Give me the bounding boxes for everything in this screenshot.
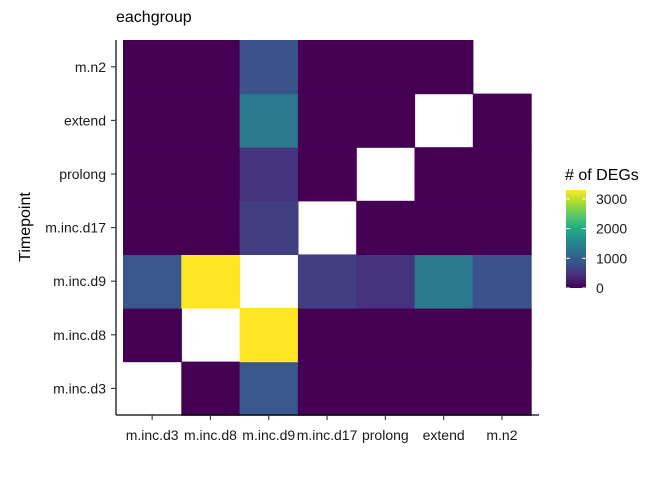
heatmap-cell-m.inc.d17-m.inc.d9 <box>297 254 357 309</box>
x-tick-label: m.inc.d9 <box>242 427 295 443</box>
color-legend: # of DEGs 0 1000 2000 3000 <box>565 167 639 296</box>
heatmap-cell-m.inc.d17-m.n2 <box>297 40 357 95</box>
heatmap-cell-m.inc.d3-extend <box>123 93 182 148</box>
heatmap-cell-m.inc.d3-m.n2 <box>123 40 182 95</box>
heatmap-cell-m.inc.d8-prolong <box>181 147 241 202</box>
heatmap-cell-m.n2-m.inc.d8 <box>472 308 532 363</box>
legend-tick-label: 2000 <box>596 221 627 237</box>
heatmap-cell-extend-prolong <box>414 147 474 202</box>
heatmap-cell-m.inc.d17-m.inc.d3 <box>297 361 357 416</box>
x-tick-label: m.inc.d8 <box>184 427 237 443</box>
heatmap-cell-extend-m.n2 <box>414 40 474 95</box>
legend-title: # of DEGs <box>565 167 639 184</box>
heatmap-cell-m.n2-m.inc.d9 <box>472 254 532 309</box>
heatmap-cell-m.inc.d9-m.inc.d17 <box>239 200 299 255</box>
heatmap-cell-m.inc.d17-extend <box>297 93 357 148</box>
heatmap-cell-m.n2-m.inc.d3 <box>472 361 532 416</box>
heatmap-cell-prolong-m.inc.d17 <box>356 200 416 255</box>
x-tick-label: m.inc.d3 <box>126 427 179 443</box>
y-tick-label: m.inc.d9 <box>53 273 106 289</box>
heatmap-cell-prolong-m.n2 <box>356 40 416 95</box>
x-tick-label: m.inc.d17 <box>297 427 358 443</box>
y-tick-label: prolong <box>59 166 106 182</box>
heatmap-cell-extend-m.inc.d8 <box>414 308 474 363</box>
heatmap-cell-m.inc.d3-m.inc.d9 <box>123 254 182 309</box>
heatmap-cell-m.inc.d3-m.inc.d8 <box>123 308 182 363</box>
heatmap-cell-extend-m.inc.d9 <box>414 254 474 309</box>
y-tick-label: m.inc.d17 <box>45 220 106 236</box>
heatmap-cell-m.inc.d17-prolong <box>297 147 357 202</box>
x-tick-label: prolong <box>362 427 409 443</box>
heatmap-cell-m.n2-prolong <box>472 147 532 202</box>
legend-tick-label: 0 <box>596 280 604 296</box>
heatmap-cell-m.inc.d9-prolong <box>239 147 299 202</box>
heatmap-cell-m.n2-extend <box>472 93 532 148</box>
heatmap-cell-m.inc.d9-m.inc.d8 <box>239 308 299 363</box>
heatmap-cell-m.inc.d8-m.inc.d9 <box>181 254 241 309</box>
heatmap-cell-m.inc.d17-m.inc.d8 <box>297 308 357 363</box>
x-axis-ticks: m.inc.d3 m.inc.d8 m.inc.d9 m.inc.d17 prolong… <box>126 415 518 443</box>
y-axis-ticks: m.inc.d3 m.inc.d8 m.inc.d9 m.inc.d17 prolong… <box>45 59 116 396</box>
y-tick-label: m.inc.d8 <box>53 327 106 343</box>
heatmap-cell-m.inc.d9-m.n2 <box>239 40 299 95</box>
heatmap-cell-prolong-m.inc.d9 <box>356 254 416 309</box>
heatmap-cell-extend-m.inc.d17 <box>414 200 474 255</box>
legend-tick-label: 1000 <box>596 250 627 266</box>
heatmap-cell-m.inc.d9-m.inc.d3 <box>239 361 299 416</box>
heatmap-cell-extend-m.inc.d3 <box>414 361 474 416</box>
heatmap-cell-m.inc.d8-m.inc.d3 <box>181 361 241 416</box>
y-tick-label: m.inc.d3 <box>53 380 106 396</box>
heatmap-cell-m.inc.d3-prolong <box>123 147 182 202</box>
heatmap-cell-prolong-m.inc.d8 <box>356 308 416 363</box>
heatmap-cells <box>123 40 532 416</box>
y-tick-label: extend <box>64 112 106 128</box>
legend-colorbar <box>566 190 586 288</box>
heatmap-cell-m.inc.d8-extend <box>181 93 241 148</box>
y-tick-label: m.n2 <box>75 59 106 75</box>
heatmap-cell-prolong-m.inc.d3 <box>356 361 416 416</box>
x-tick-label: extend <box>423 427 465 443</box>
heatmap-cell-m.inc.d3-m.inc.d17 <box>123 200 182 255</box>
heatmap-cell-m.inc.d8-m.n2 <box>181 40 241 95</box>
chart-title: eachgroup <box>116 9 192 26</box>
legend-tick-label: 3000 <box>596 191 627 207</box>
x-tick-label: m.n2 <box>486 427 517 443</box>
heatmap-cell-m.n2-m.inc.d17 <box>472 200 532 255</box>
legend-ticks: 0 1000 2000 3000 <box>566 191 627 296</box>
heatmap-cell-m.inc.d8-m.inc.d17 <box>181 200 241 255</box>
heatmap-cell-m.inc.d9-extend <box>239 93 299 148</box>
heatmap-cell-prolong-extend <box>356 93 416 148</box>
y-axis-title: Timepoint <box>17 192 34 262</box>
